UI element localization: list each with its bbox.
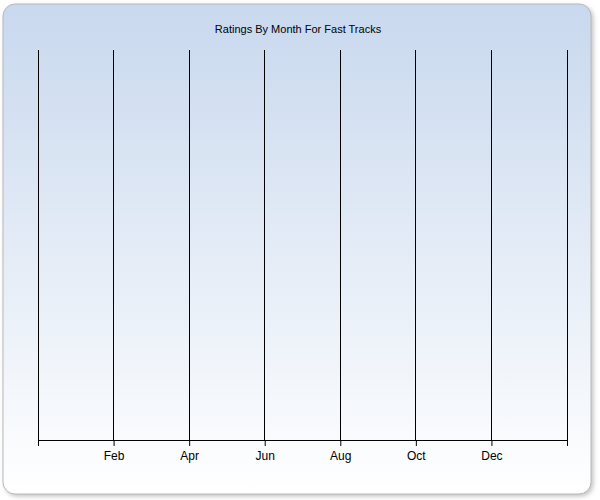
grid-line (415, 50, 416, 440)
grid (38, 50, 567, 440)
grid-line (189, 50, 190, 440)
tick-label: Oct (407, 449, 426, 463)
tick-mark (567, 440, 568, 446)
tick-label: Dec (481, 449, 502, 463)
grid-line (340, 50, 341, 440)
tick: Aug (330, 440, 351, 463)
tick: Apr (180, 440, 199, 463)
grid-line (38, 50, 39, 440)
tick-label: Jun (256, 449, 275, 463)
tick: Dec (481, 440, 502, 463)
tick (567, 440, 568, 446)
grid-line (491, 50, 492, 440)
title: Ratings By Month For Fast Tracks (215, 23, 382, 35)
tick-mark (340, 440, 341, 446)
grid-line (567, 50, 568, 440)
tick: Feb (104, 440, 125, 463)
tick-label: Feb (104, 449, 125, 463)
tick-label: Apr (180, 449, 199, 463)
tick: Jun (256, 440, 275, 463)
tick-mark (114, 440, 115, 446)
axis-line (39, 441, 568, 447)
chart: Ratings By Month For Fast Tracks Feb Apr Ju… (0, 0, 600, 500)
tick-label: Aug (330, 449, 351, 463)
tick-mark (491, 440, 492, 446)
background (3, 4, 591, 494)
tick: Oct (407, 440, 426, 463)
tick-mark (38, 440, 39, 446)
tick-mark (265, 440, 266, 446)
grid-line (113, 50, 114, 440)
tick (38, 440, 39, 446)
x-axis: Feb Apr Jun Aug Oct Dec (39, 440, 568, 463)
tick-mark (416, 440, 417, 446)
tick-mark (189, 440, 190, 446)
grid-line (264, 50, 265, 440)
